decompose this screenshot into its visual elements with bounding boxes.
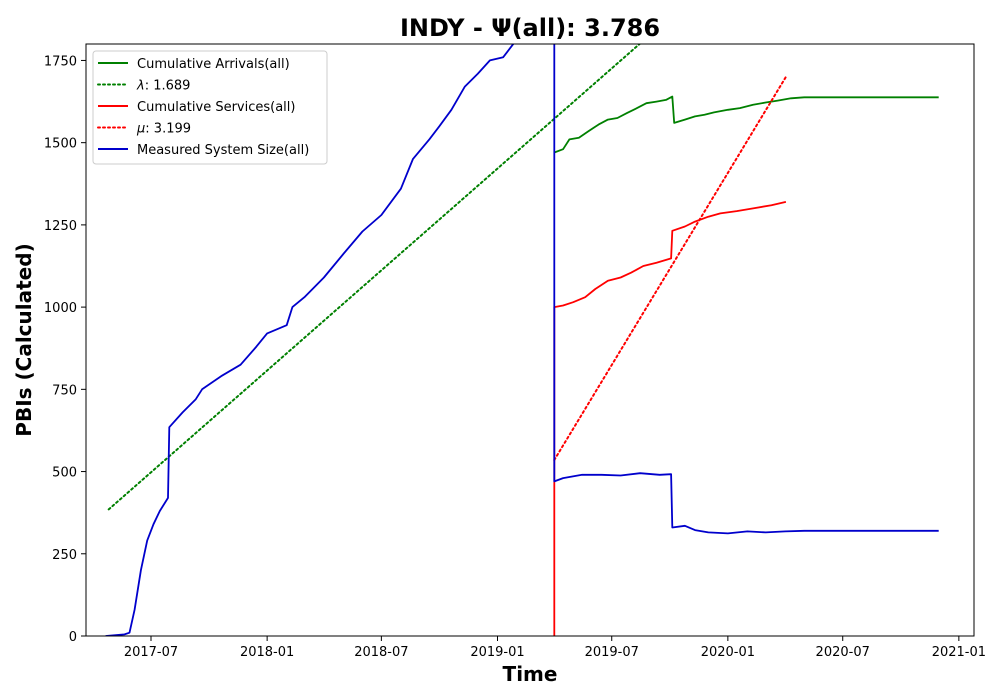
series-line-3 — [553, 201, 787, 636]
x-tick-label: 2020-01 — [701, 645, 755, 660]
x-axis: 2017-07 2018-01 2018-07 2019-01 2019-07 2020-… — [124, 636, 986, 660]
x-tick-label: 2018-01 — [240, 645, 294, 660]
chart-title: INDY - Ψ(all): 3.786 — [400, 14, 660, 42]
y-tick-label: 1250 — [44, 219, 77, 234]
legend-label-3-199: μ: 3.199 — [136, 122, 191, 137]
legend-box — [92, 50, 328, 165]
y-tick-label: 1500 — [44, 137, 77, 152]
y-tick-label: 250 — [52, 548, 77, 563]
y-axis: 0 250 500 750 1000 1250 1500 1750 — [44, 54, 86, 645]
legend-label-1-689: λ: 1.689 — [136, 79, 190, 94]
legend-label-measured-system-size-all: Measured System Size(all) — [137, 143, 309, 158]
legend-label-cumulative-arrivals-all: Cumulative Arrivals(all) — [137, 57, 290, 72]
y-tick-label: 1000 — [44, 301, 77, 316]
plot-frame — [85, 43, 975, 637]
y-tick-label: 1750 — [44, 54, 77, 69]
series-line-4 — [553, 75, 787, 461]
y-axis-title: PBIs (Calculated) — [12, 243, 36, 436]
plot-area — [105, 44, 939, 636]
legend: Cumulative Arrivals(all) λ: 1.689 Cumulati… — [92, 50, 328, 165]
x-tick-label: 2018-07 — [354, 645, 408, 660]
series-line-5 — [105, 44, 939, 636]
y-tick-label: 750 — [52, 383, 77, 398]
x-axis-title: Time — [503, 662, 558, 686]
x-tick-label: 2019-01 — [470, 645, 524, 660]
x-tick-label: 2020-07 — [816, 645, 870, 660]
x-tick-label: 2021-01 — [932, 645, 986, 660]
y-tick-label: 0 — [69, 630, 77, 645]
legend-label-cumulative-services-all: Cumulative Services(all) — [137, 100, 295, 115]
y-tick-label: 500 — [52, 466, 77, 481]
x-tick-label: 2017-07 — [124, 645, 178, 660]
x-tick-label: 2019-07 — [585, 645, 639, 660]
